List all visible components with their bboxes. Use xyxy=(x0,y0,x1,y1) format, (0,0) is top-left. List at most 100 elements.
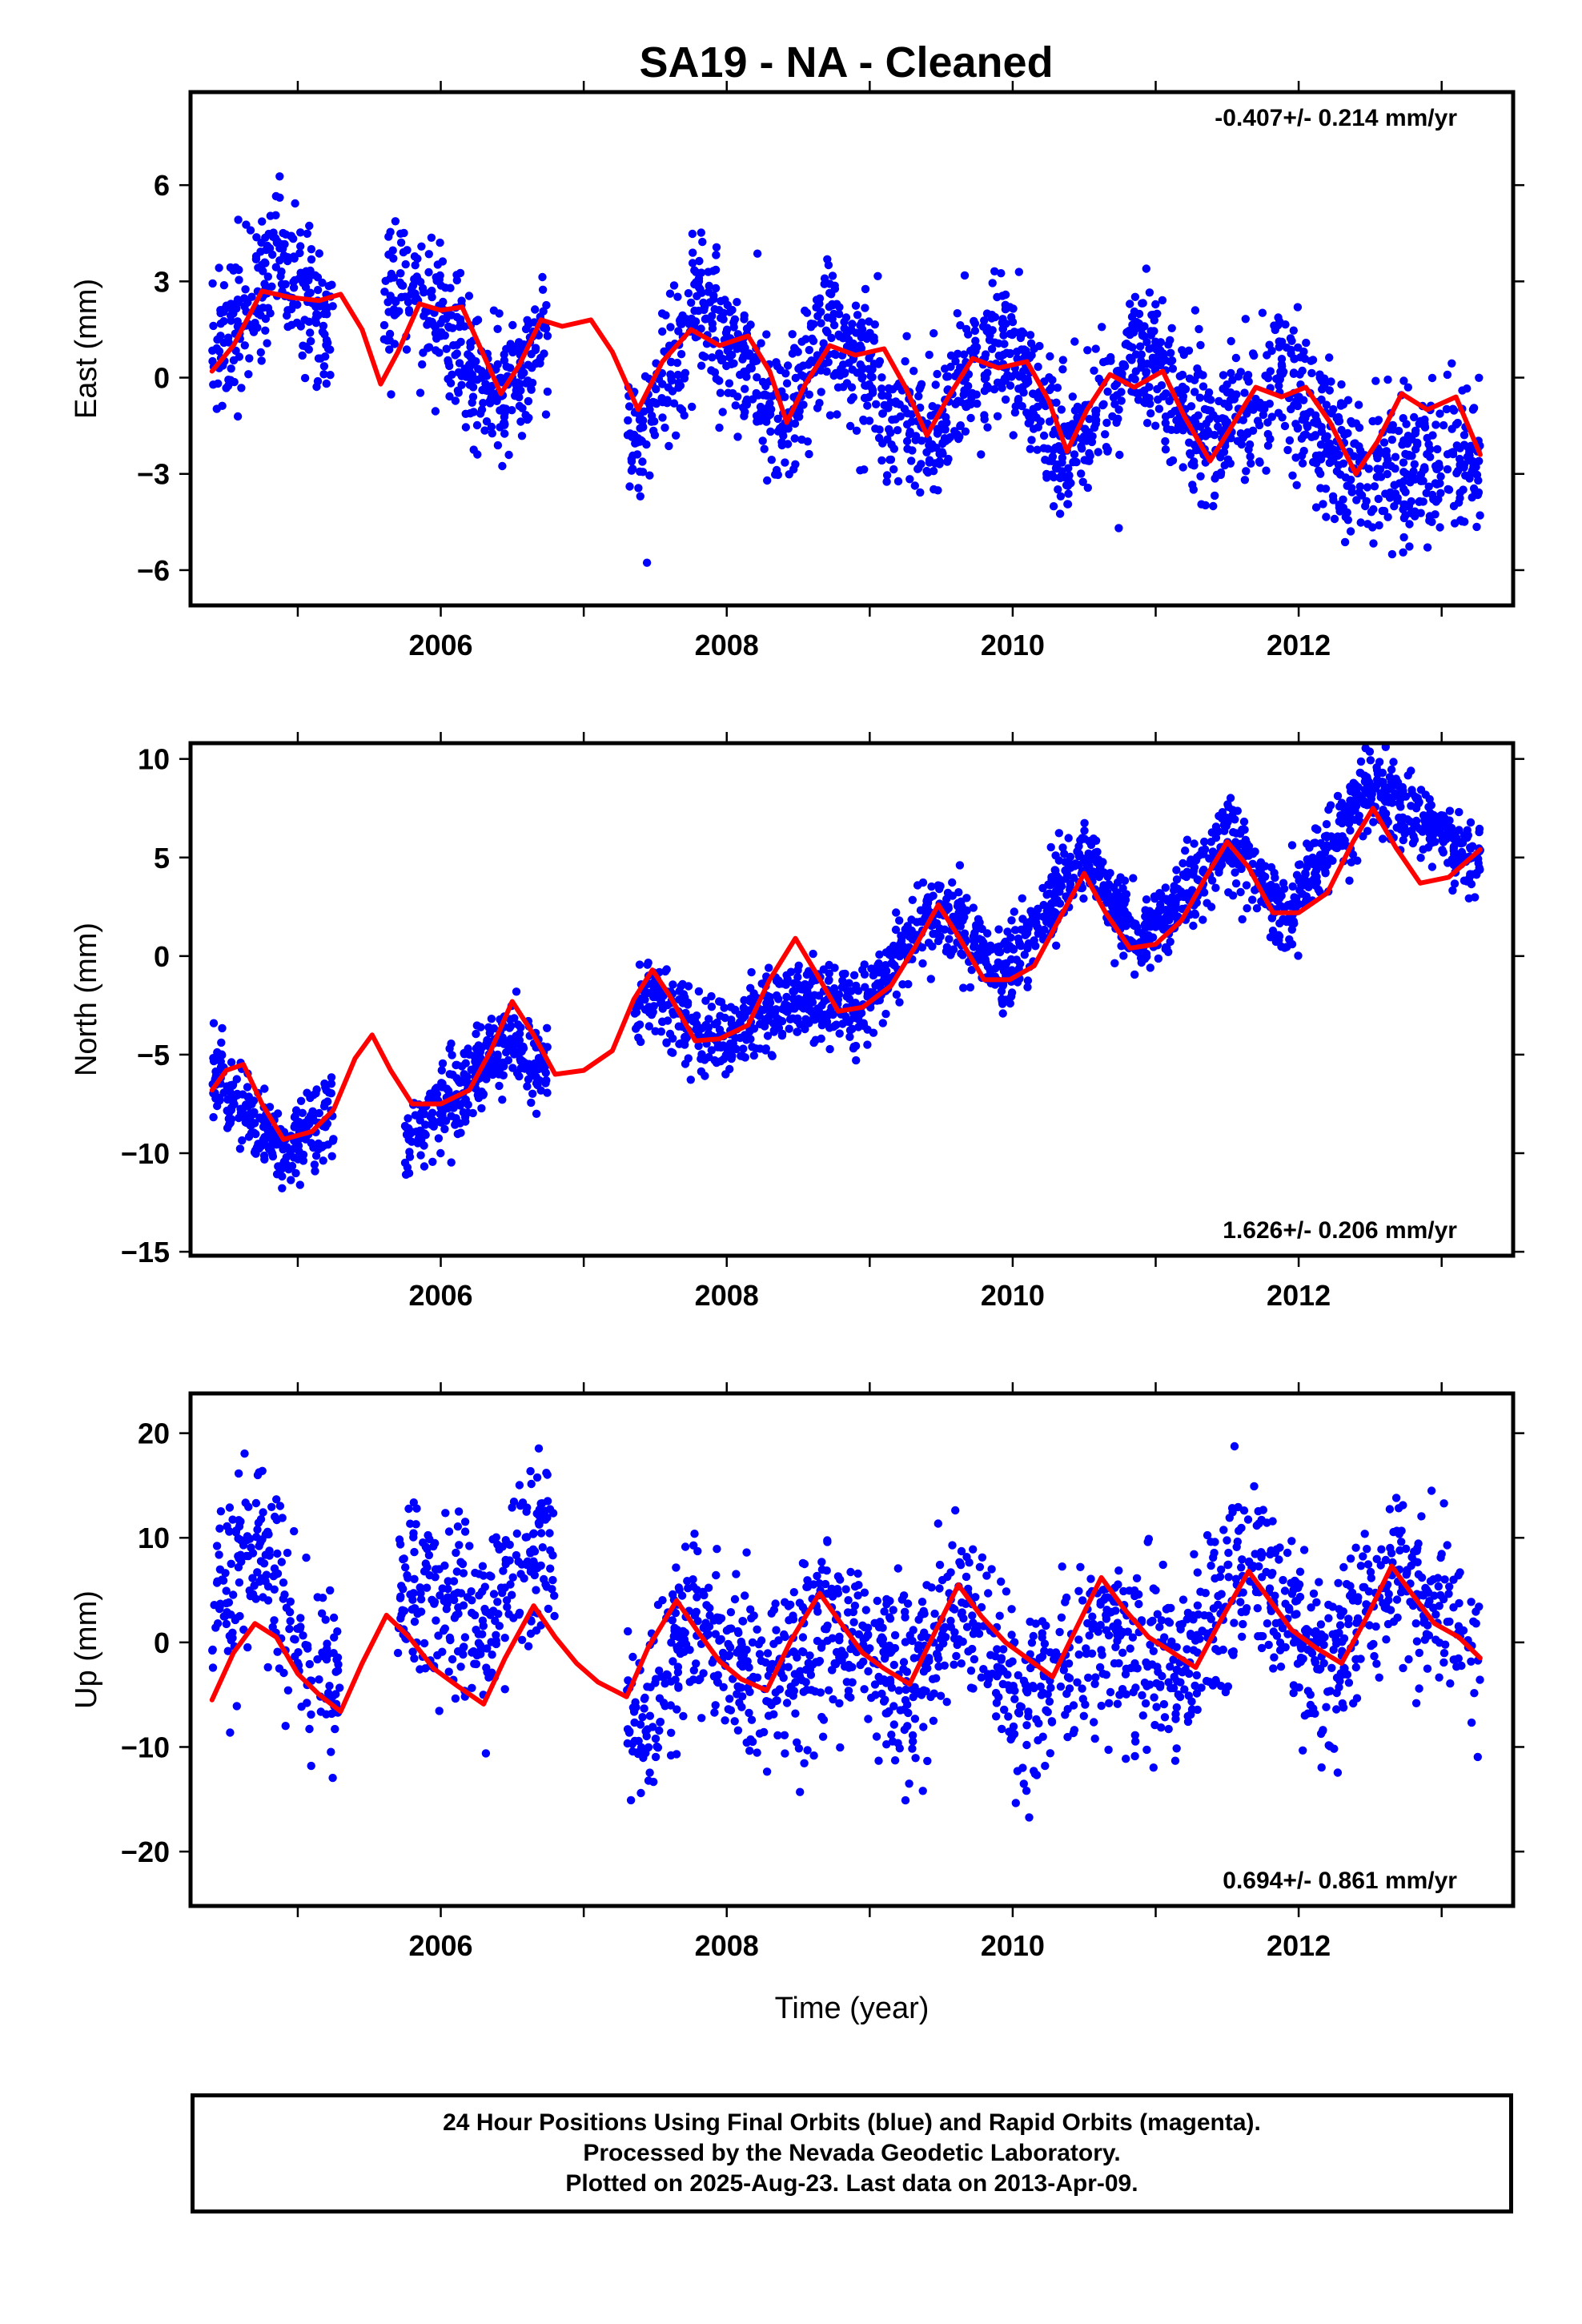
data-point xyxy=(1242,881,1251,890)
data-point xyxy=(1010,907,1019,916)
data-point xyxy=(448,1070,457,1080)
data-point xyxy=(241,285,250,294)
data-point xyxy=(1403,383,1413,392)
data-point xyxy=(1305,843,1314,852)
data-point xyxy=(455,359,464,368)
data-point xyxy=(861,983,869,991)
data-point xyxy=(487,388,496,397)
data-point xyxy=(705,281,713,291)
data-point xyxy=(1258,308,1267,317)
data-point xyxy=(1088,853,1097,862)
data-point xyxy=(858,364,867,372)
data-point xyxy=(420,1162,429,1171)
data-point xyxy=(1058,843,1067,852)
data-point xyxy=(1292,480,1301,489)
data-point xyxy=(1360,777,1370,786)
data-point xyxy=(966,413,975,423)
data-point xyxy=(1399,533,1408,542)
data-point xyxy=(872,400,881,408)
data-point xyxy=(238,1136,247,1145)
data-point xyxy=(1103,387,1112,396)
data-point xyxy=(444,358,453,367)
data-point xyxy=(1120,876,1130,885)
data-point xyxy=(1419,811,1428,820)
data-point xyxy=(871,981,880,991)
data-point xyxy=(1114,366,1123,376)
data-point xyxy=(1401,792,1411,801)
data-point xyxy=(1186,448,1195,458)
data-point xyxy=(840,324,849,333)
data-point xyxy=(1381,489,1390,498)
data-point xyxy=(953,309,962,318)
data-point xyxy=(319,362,329,371)
data-point xyxy=(1220,399,1229,408)
data-point xyxy=(958,903,966,911)
data-point xyxy=(1039,932,1048,942)
data-point xyxy=(902,332,911,340)
data-point xyxy=(834,310,844,319)
data-point xyxy=(1016,959,1025,968)
data-point xyxy=(665,441,673,451)
data-point xyxy=(863,1040,872,1049)
data-point xyxy=(1390,490,1399,499)
data-point xyxy=(1378,778,1387,788)
data-point xyxy=(927,882,936,891)
data-point xyxy=(829,371,838,380)
data-point xyxy=(434,1134,444,1143)
data-point xyxy=(1162,912,1171,921)
data-point xyxy=(795,412,804,421)
data-point xyxy=(823,313,832,322)
data-point xyxy=(1407,497,1415,506)
data-point xyxy=(1405,520,1414,529)
data-point xyxy=(688,229,697,239)
data-point xyxy=(810,1015,819,1024)
data-point xyxy=(411,1111,420,1120)
data-point xyxy=(881,948,891,957)
data-point xyxy=(417,242,426,251)
data-point xyxy=(1351,800,1361,810)
data-point xyxy=(1437,810,1446,820)
data-point xyxy=(1070,406,1080,415)
data-point xyxy=(877,373,886,382)
data-point xyxy=(212,1542,222,1550)
data-point xyxy=(688,402,697,412)
data-point xyxy=(830,963,839,972)
data-point xyxy=(830,281,839,290)
data-point xyxy=(454,368,464,377)
data-point xyxy=(895,998,904,1007)
data-point xyxy=(1332,467,1342,476)
data-point xyxy=(741,408,749,416)
data-point xyxy=(1078,477,1087,486)
data-point xyxy=(548,1575,557,1585)
data-point xyxy=(411,261,420,270)
data-point xyxy=(1325,353,1334,362)
data-point xyxy=(485,396,495,405)
data-point xyxy=(1149,344,1158,352)
data-point xyxy=(841,969,849,979)
data-point xyxy=(1242,467,1251,476)
data-point xyxy=(828,300,837,309)
data-point xyxy=(765,996,774,1006)
data-point xyxy=(885,424,893,434)
data-point xyxy=(757,411,766,420)
data-point xyxy=(1443,464,1452,474)
data-point xyxy=(1205,429,1215,438)
data-point xyxy=(438,1059,448,1068)
data-point xyxy=(1058,453,1067,462)
data-point xyxy=(1091,344,1100,353)
data-point xyxy=(983,423,992,432)
data-point xyxy=(1076,836,1085,845)
data-point xyxy=(1450,879,1460,888)
data-point xyxy=(1307,368,1316,378)
data-point xyxy=(416,1126,424,1136)
data-point xyxy=(893,476,903,486)
data-point xyxy=(1367,508,1376,517)
data-point xyxy=(1445,816,1454,825)
data-point xyxy=(1294,951,1303,960)
data-point xyxy=(399,247,408,257)
data-point xyxy=(990,385,999,394)
data-point xyxy=(1142,933,1150,942)
data-point xyxy=(633,1021,642,1031)
data-point xyxy=(1130,375,1139,384)
data-point xyxy=(1261,862,1270,870)
